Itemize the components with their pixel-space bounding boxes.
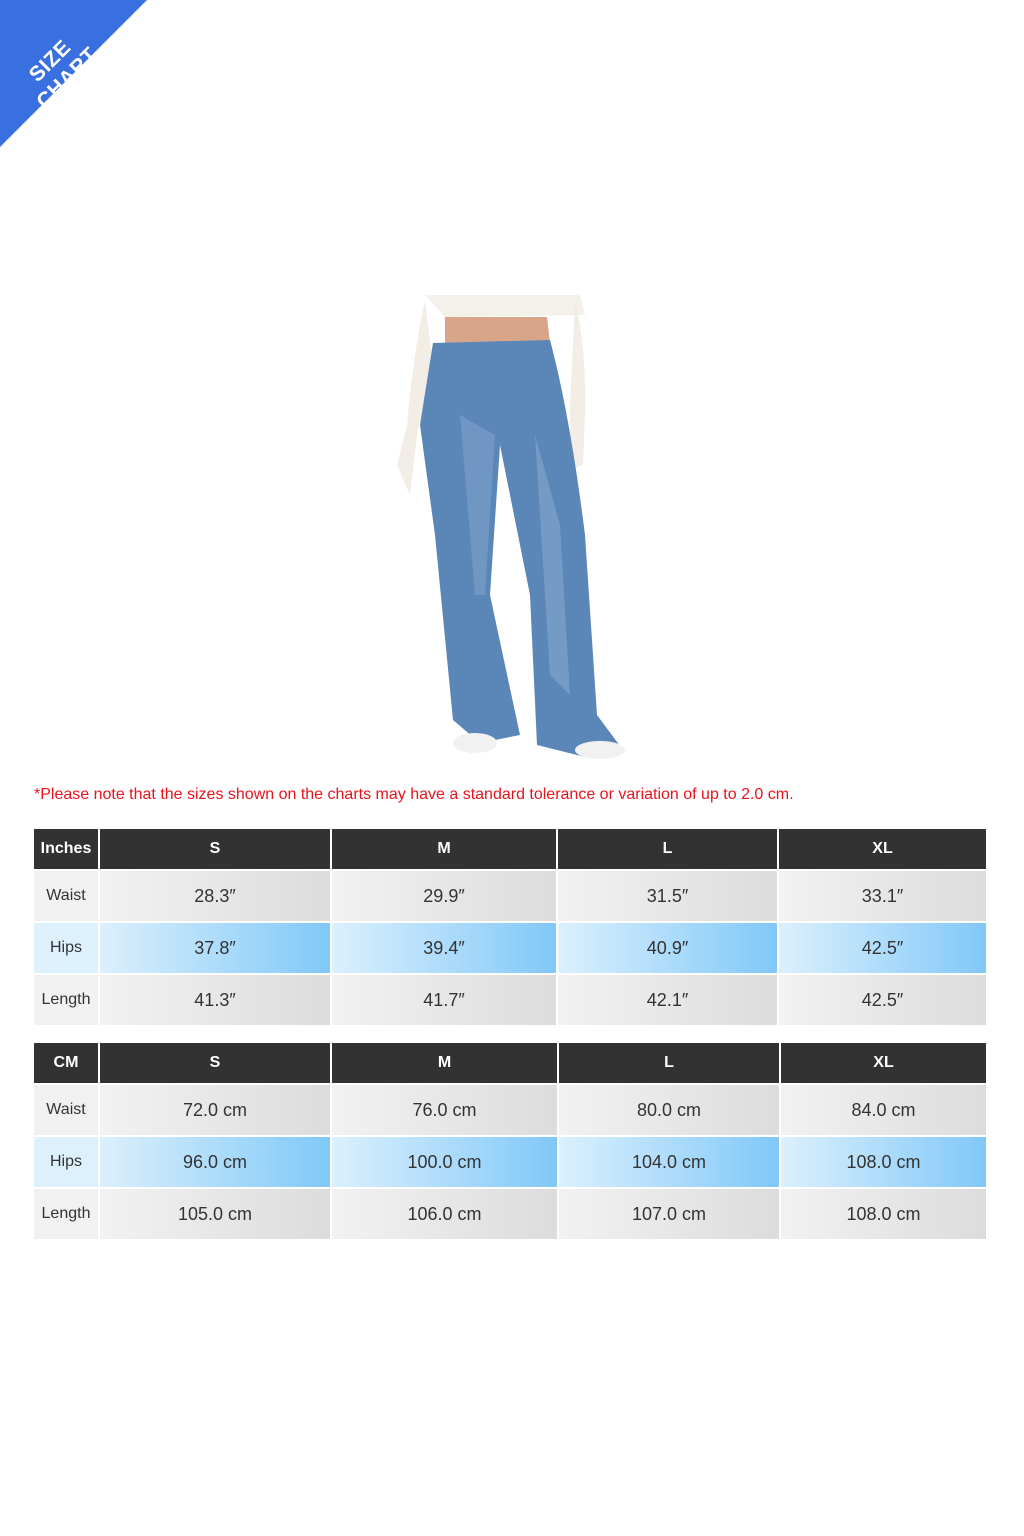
cell: 31.5″ [558,871,777,921]
row-label: Hips [34,923,98,973]
table-row-hips: Hips 37.8″ 39.4″ 40.9″ 42.5″ [34,923,986,973]
cell: 41.7″ [332,975,556,1025]
cell: 105.0 cm [100,1189,330,1239]
cell: 42.5″ [779,923,986,973]
product-photo-jeans [385,295,630,765]
cell: 96.0 cm [100,1137,330,1187]
cell: 42.5″ [779,975,986,1025]
table-row-hips: Hips 96.0 cm 100.0 cm 104.0 cm 108.0 cm [34,1137,986,1187]
row-label: Waist [34,871,98,921]
table-row-waist: Waist 28.3″ 29.9″ 31.5″ 33.1″ [34,871,986,921]
header-row: Inches S M L XL [34,829,986,869]
cell: 72.0 cm [100,1085,330,1135]
table-row-length: Length 105.0 cm 106.0 cm 107.0 cm 108.0 … [34,1189,986,1239]
cell: 39.4″ [332,923,556,973]
cell: 104.0 cm [559,1137,779,1187]
size-header-xl: XL [779,829,986,869]
size-header-xl: XL [781,1043,986,1083]
cell: 106.0 cm [332,1189,557,1239]
size-header-m: M [332,1043,557,1083]
header-row: CM S M L XL [34,1043,986,1083]
cell: 33.1″ [779,871,986,921]
size-header-s: S [100,1043,330,1083]
size-header-l: L [558,829,777,869]
row-label: Length [34,975,98,1025]
cell: 28.3″ [100,871,330,921]
cell: 41.3″ [100,975,330,1025]
table-row-length: Length 41.3″ 41.7″ 42.1″ 42.5″ [34,975,986,1025]
cell: 42.1″ [558,975,777,1025]
size-table-inches: Inches S M L XL Waist 28.3″ 29.9″ 31.5″ … [32,827,988,1027]
size-table-cm: CM S M L XL Waist 72.0 cm 76.0 cm 80.0 c… [32,1041,988,1241]
size-chart-banner: SIZE CHART [0,0,147,147]
cell: 37.8″ [100,923,330,973]
row-label: Waist [34,1085,98,1135]
cell: 76.0 cm [332,1085,557,1135]
size-header-m: M [332,829,556,869]
cell: 108.0 cm [781,1189,986,1239]
size-header-l: L [559,1043,779,1083]
row-label: Length [34,1189,98,1239]
unit-header: Inches [34,829,98,869]
cell: 80.0 cm [559,1085,779,1135]
cell: 40.9″ [558,923,777,973]
row-label: Hips [34,1137,98,1187]
tolerance-note: *Please note that the sizes shown on the… [34,786,794,803]
cell: 84.0 cm [781,1085,986,1135]
table-row-waist: Waist 72.0 cm 76.0 cm 80.0 cm 84.0 cm [34,1085,986,1135]
size-header-s: S [100,829,330,869]
cell: 108.0 cm [781,1137,986,1187]
cell: 107.0 cm [559,1189,779,1239]
cell: 29.9″ [332,871,556,921]
cell: 100.0 cm [332,1137,557,1187]
unit-header: CM [34,1043,98,1083]
